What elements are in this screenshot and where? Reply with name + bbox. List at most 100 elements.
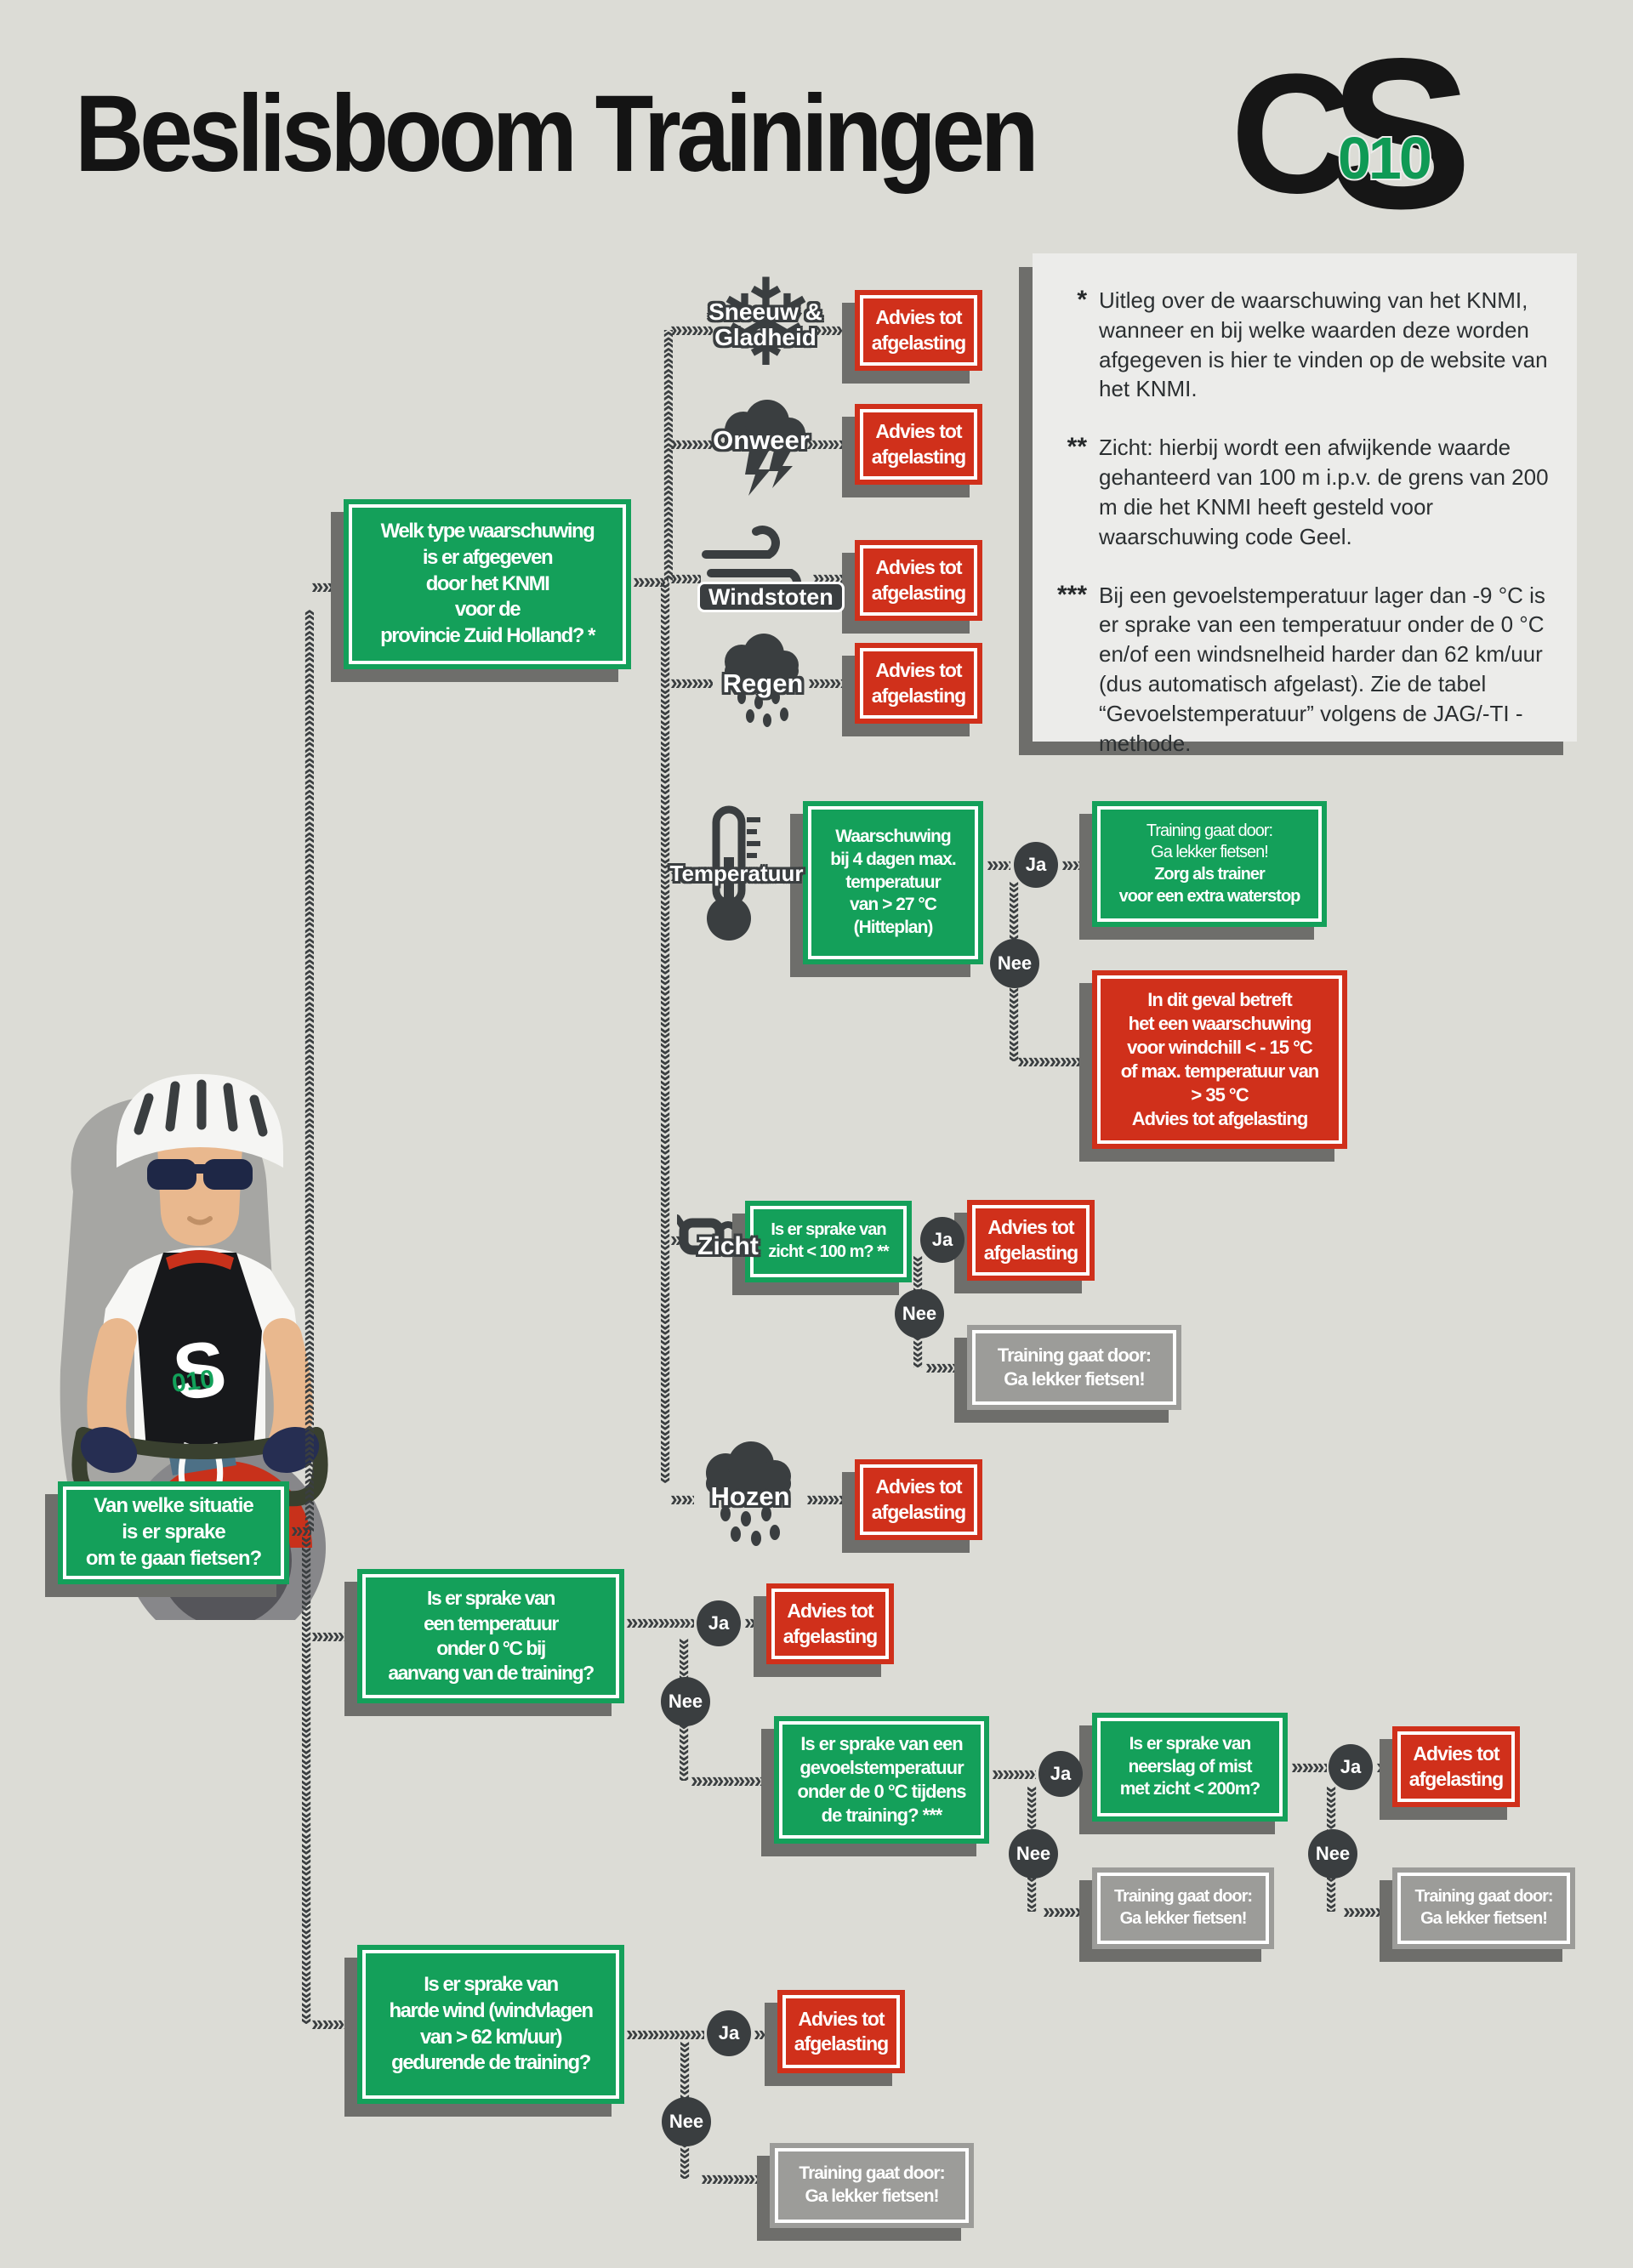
weather-label-onweer: Onweer — [713, 425, 810, 455]
note-marker: *** — [1056, 580, 1087, 609]
weather-label-temperatuur: Temperatuur — [669, 861, 804, 886]
question-temperatuur-box: Waarschuwing bij 4 dagen max. temperatuu… — [803, 801, 983, 964]
start-question-box: Van welke situatie is er sprake om te ga… — [58, 1481, 289, 1584]
connector-main-up: »»»»»»»»»»»»»»»»»»»»»»»»»»»»»»»»»»»»»»»»… — [297, 610, 319, 1532]
question-neerslag-text: Is er sprake van neerslag of mist met zi… — [1119, 1733, 1260, 1799]
connector: »»»»» — [633, 570, 669, 592]
jersey-collar — [166, 1250, 234, 1270]
connector-main-down: »»»»»»»»»»»»»»»»»»»»»»»»»»»»»»»»»»»»»»»»… — [297, 1536, 319, 2024]
note-text: Zicht: hierbij wordt een afwijkende waar… — [1099, 435, 1549, 549]
ja-circle-neerslag: Ja — [1329, 1744, 1373, 1790]
start-question-text: Van welke situatie is er sprake om te ga… — [85, 1494, 262, 1570]
connector: »»»»»» — [806, 432, 852, 454]
connector: »»»»»» — [1343, 1900, 1391, 1922]
connector: »»»»» — [311, 575, 349, 597]
question-temperatuur-text: Waarschuwing bij 4 dagen max. temperatuu… — [830, 826, 956, 915]
advies-text: Advies tot afgelasting — [782, 1600, 878, 1647]
advies-box-temp0: Advies tot afgelasting — [766, 1583, 894, 1664]
weather-label-zicht: Zicht — [697, 1232, 759, 1260]
training-text: Training gaat door: Ga lekker fietsen! — [997, 1344, 1152, 1390]
question-temp0-box: Is er sprake van een temperatuur onder 0… — [357, 1569, 624, 1703]
nee-circle-temp0: Nee — [661, 1677, 710, 1726]
advies-text: Advies tot afgelasting — [871, 1475, 966, 1523]
rain-cloud-icon — [725, 634, 799, 727]
logo-s: S — [1329, 49, 1472, 224]
connector: »»»»» — [670, 318, 713, 340]
connector: »»»»» — [311, 2012, 354, 2034]
question-zicht-box: Is er sprake van zicht < 100 m? ** — [745, 1201, 912, 1282]
question-temp0-text: Is er sprake van een temperatuur onder 0… — [388, 1587, 595, 1685]
connector: »»»»» — [992, 1762, 1036, 1784]
question-knmi-text: Welk type waarschuwing is er afgegeven d… — [380, 520, 595, 648]
connector: »»»»»»»» — [701, 2167, 774, 2189]
result-text: Training gaat door: Ga lekker fietsen! — [1146, 821, 1273, 862]
connector: »»»»»» — [806, 1487, 852, 1509]
connector: »»»»» — [311, 1624, 354, 1646]
result-temperatuur-ja-box: Training gaat door: Ga lekker fietsen! Zo… — [1092, 801, 1327, 927]
hail-cloud-icon — [706, 1441, 791, 1546]
connector: »»» — [1376, 1755, 1391, 1777]
connector: »»»»» — [670, 671, 713, 693]
result-bold-text: Zorg als trainer voor een extra watersto… — [1118, 865, 1301, 906]
connector-branch-up: »»»»»»»»»»»»»»»»»»»»»»»» — [656, 330, 678, 582]
question-gevoelstemperatuur-box: Is er sprake van een gevoelstemperatuur … — [774, 1716, 989, 1844]
note-item: ** Zicht: hierbij wordt een afwijkende w… — [1051, 433, 1555, 551]
thermometer-icon — [707, 805, 760, 941]
advies-box-hozen: Advies tot afgelasting — [855, 1459, 982, 1540]
gloves — [80, 1426, 320, 1474]
training-box-wind: Training gaat door: Ga lekker fietsen! — [770, 2143, 974, 2228]
question-zicht-text: Is er sprake van zicht < 100 m? ** — [768, 1220, 889, 1261]
connector: »»»» — [670, 1487, 694, 1509]
training-box-neerslag: Training gaat door: Ga lekker fietsen! — [1392, 1867, 1575, 1949]
cs010-logo: C S 010 — [1231, 49, 1472, 224]
svg-text:S: S — [168, 1325, 230, 1418]
note-marker: * — [1077, 286, 1087, 314]
connector: »»»»»»»»» — [691, 1769, 771, 1791]
connector: »»»»» — [1291, 1755, 1327, 1777]
note-item: *** Bij een gevoelstemperatuur lager dan… — [1051, 581, 1555, 759]
advies-box-zicht: Advies tot afgelasting — [967, 1200, 1095, 1281]
training-text: Training gaat door: Ga lekker fietsen! — [1113, 1887, 1253, 1928]
question-knmi-box: Welk type waarschuwing is er afgegeven d… — [344, 499, 631, 669]
ja-circle-zicht: Ja — [920, 1217, 964, 1263]
connector: »»»» — [1061, 853, 1090, 875]
advies-text: Advies tot afgelasting — [871, 306, 966, 354]
snowflake-icon: ❄ — [715, 253, 816, 394]
nee-circle-wind: Nee — [662, 2097, 711, 2146]
svg-text:010: 010 — [170, 1365, 216, 1398]
advies-box-regen: Advies tot afgelasting — [855, 643, 982, 724]
training-box-zicht: Training gaat door: Ga lekker fietsen! — [967, 1325, 1181, 1410]
nee-circle-gevoelstemperatuur: Nee — [1009, 1829, 1058, 1879]
training-text: Training gaat door: Ga lekker fietsen! — [799, 2163, 945, 2206]
connector: »»»»» — [808, 671, 852, 693]
connector: »»»»»»»» — [1017, 1049, 1090, 1071]
connector: »»»»» — [810, 318, 852, 340]
sunglasses — [147, 1159, 253, 1190]
helmet-vents — [134, 1079, 268, 1137]
page-title: Beslisboom Trainingen — [75, 73, 1039, 195]
advies-text: Advies tot afgelasting — [983, 1216, 1078, 1264]
nee-circle-zicht: Nee — [895, 1289, 944, 1339]
connector: »»»» — [987, 853, 1010, 875]
advies-box-neerslag: Advies tot afgelasting — [1392, 1726, 1520, 1807]
advies-text: Advies tot afgelasting — [871, 659, 966, 707]
weather-label-windstoten-text: Windstoten — [697, 581, 845, 613]
ja-circle-temperatuur: Ja — [1014, 842, 1058, 888]
training-box-gevoelstemperatuur: Training gaat door: Ga lekker fietsen! — [1092, 1867, 1274, 1949]
connector: »»»»»»»»» — [626, 2022, 704, 2044]
ja-circle-temp0: Ja — [697, 1600, 741, 1646]
question-neerslag-box: Is er sprake van neerslag of mist met zi… — [1092, 1713, 1288, 1822]
hitteplan-text: (Hitteplan) — [853, 918, 934, 938]
connector: »»»»»» — [1043, 1900, 1090, 1922]
weather-label-regen: Regen — [722, 668, 804, 698]
result-temperatuur-nee-box: In dit geval betreft het een waarschuwin… — [1092, 970, 1347, 1149]
advies-box-wind: Advies tot afgelasting — [777, 1990, 905, 2073]
advies-box-windstoten: Advies tot afgelasting — [855, 540, 982, 621]
connector: »»» — [744, 1611, 765, 1633]
result-text: In dit geval betreft het een waarschuwin… — [1120, 988, 1320, 1130]
weather-label-sneeuw: Sneeuw & Gladheid — [708, 298, 822, 350]
advies-box-onweer: Advies tot afgelasting — [855, 404, 982, 485]
nee-circle-neerslag: Nee — [1308, 1829, 1357, 1879]
question-wind-text: Is er sprake van harde wind (windvlagen … — [389, 1973, 594, 2075]
